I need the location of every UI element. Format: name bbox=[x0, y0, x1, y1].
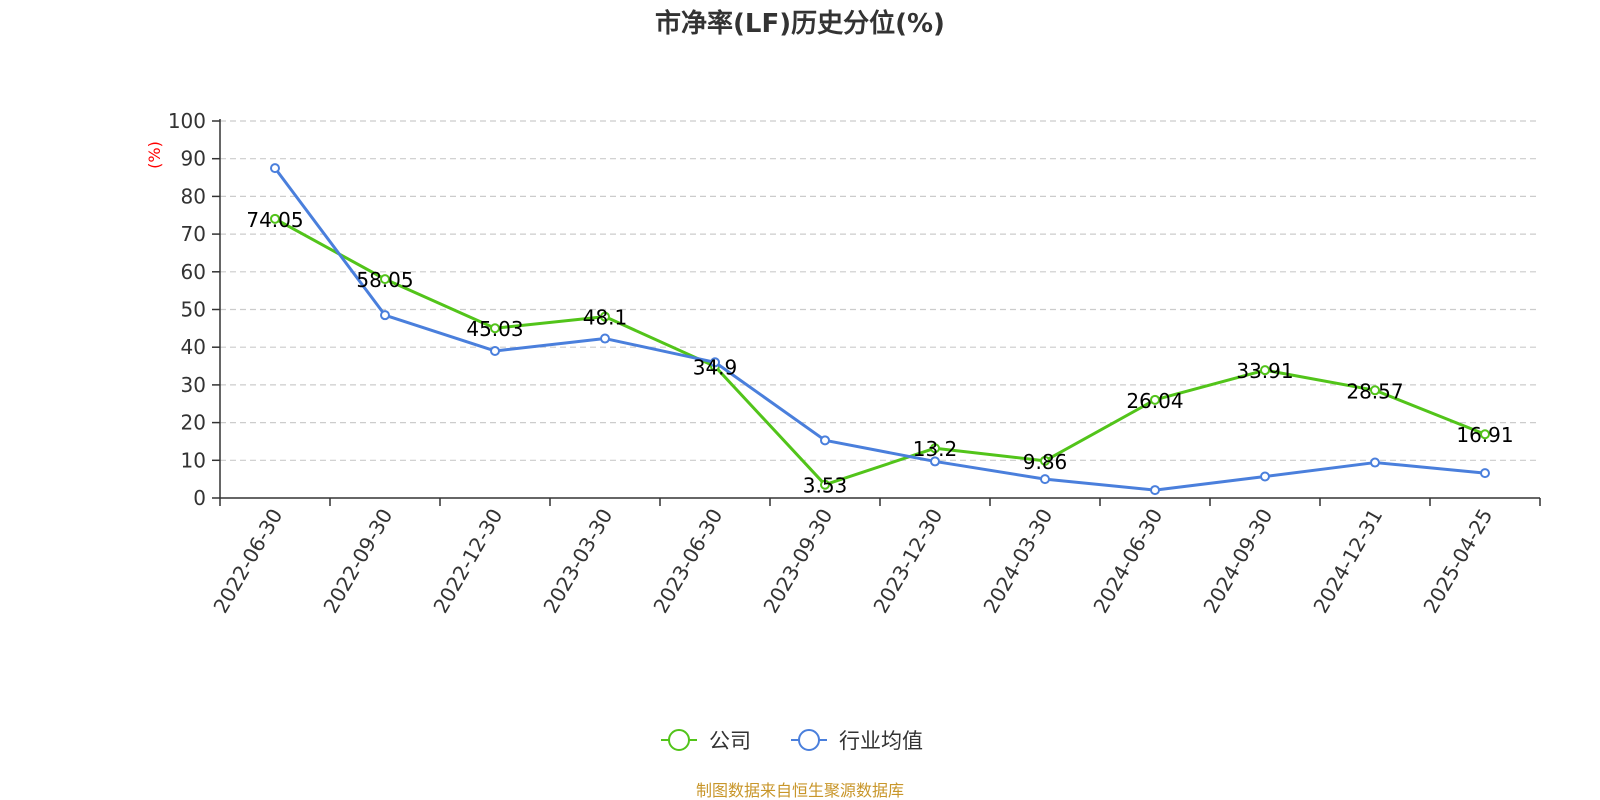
legend-marker-icon bbox=[668, 729, 690, 751]
legend-marker-icon bbox=[798, 729, 820, 751]
series-1-point bbox=[1480, 468, 1490, 479]
series-0-point bbox=[930, 443, 940, 454]
data-label: 16.91 bbox=[1456, 423, 1513, 447]
data-label: 9.86 bbox=[1023, 450, 1068, 474]
series-0-point bbox=[1260, 365, 1270, 376]
series-1-point bbox=[490, 345, 500, 356]
y-tick-label: 70 bbox=[181, 222, 206, 246]
legend: 公司 行业均值 bbox=[661, 729, 923, 753]
legend-item: 公司 bbox=[661, 729, 751, 753]
data-label: 13.2 bbox=[913, 437, 958, 461]
y-tick-label: 50 bbox=[181, 298, 206, 322]
source-note: 制图数据来自恒生聚源数据库 bbox=[696, 781, 904, 800]
y-tick-label: 90 bbox=[181, 147, 206, 171]
x-tick-label: 2024-03-30 bbox=[978, 505, 1057, 618]
series-0-point bbox=[1040, 455, 1050, 466]
y-tick-label: 80 bbox=[181, 184, 206, 208]
x-tick-label: 2023-09-30 bbox=[758, 505, 837, 618]
series-lines bbox=[270, 163, 1490, 496]
series-1-point bbox=[600, 333, 610, 344]
x-tick-label: 2023-06-30 bbox=[648, 505, 727, 618]
y-tick-label: 30 bbox=[181, 373, 206, 397]
x-tick-label: 2022-06-30 bbox=[208, 505, 287, 618]
data-label: 34.9 bbox=[693, 355, 738, 379]
x-tick-label: 2023-12-30 bbox=[868, 505, 947, 618]
x-tick-label: 2023-03-30 bbox=[538, 505, 617, 618]
series-line-0 bbox=[274, 217, 1486, 487]
x-tick-label: 2024-09-30 bbox=[1198, 505, 1277, 618]
series-1-point bbox=[930, 456, 940, 467]
series-1-point bbox=[270, 163, 280, 174]
x-tick-label: 2024-06-30 bbox=[1088, 505, 1167, 618]
data-label: 28.57 bbox=[1346, 379, 1403, 403]
data-label: 48.1 bbox=[583, 306, 628, 330]
y-tick-label: 20 bbox=[181, 411, 206, 435]
y-tick-label: 40 bbox=[181, 335, 206, 359]
data-label: 45.03 bbox=[466, 317, 523, 341]
y-axis-unit-label: (%) bbox=[145, 141, 164, 169]
x-tick-label: 2022-12-30 bbox=[428, 505, 507, 618]
y-tick-label: 100 bbox=[168, 109, 206, 133]
series-line-1 bbox=[273, 167, 1486, 492]
series-1-point bbox=[1150, 485, 1160, 496]
series-1-point bbox=[710, 357, 720, 368]
chart-title: 市净率(LF)历史分位(%) bbox=[655, 8, 945, 39]
data-label: 26.04 bbox=[1126, 389, 1183, 413]
y-tick-label: 60 bbox=[181, 260, 206, 284]
series-0-point bbox=[490, 323, 500, 334]
grid-lines bbox=[220, 120, 1540, 461]
y-tick-label: 0 bbox=[193, 486, 206, 510]
series-1-point bbox=[380, 310, 390, 321]
x-tick-label: 2022-09-30 bbox=[318, 505, 397, 618]
x-tick-label: 2024-12-31 bbox=[1308, 505, 1387, 618]
data-label: 3.53 bbox=[803, 474, 848, 498]
data-label: 74.05 bbox=[246, 208, 303, 232]
legend-item: 行业均值 bbox=[791, 729, 923, 753]
series-0-point bbox=[1370, 385, 1380, 396]
axes: 0 10 20 30 40 50 60 70 80 90 100 2022-06-30 2022-09-… bbox=[168, 109, 1541, 618]
data-label: 58.05 bbox=[356, 268, 413, 292]
y-tick-label: 10 bbox=[181, 448, 206, 472]
series-0-point bbox=[820, 479, 830, 490]
series-1-point bbox=[1260, 471, 1270, 482]
series-0-point bbox=[270, 213, 280, 224]
series-0-point bbox=[1480, 429, 1490, 440]
series-1-point bbox=[820, 435, 830, 446]
data-labels: 74.05 58.05 45.03 48.1 34.9 3.53 13.2 9.86 26.04… bbox=[246, 208, 1513, 498]
series-0-point bbox=[600, 311, 610, 322]
series-1-point bbox=[1370, 457, 1380, 468]
legend-label: 行业均值 bbox=[839, 729, 923, 753]
legend-label: 公司 bbox=[709, 729, 751, 753]
x-tick-label: 2025-04-25 bbox=[1418, 505, 1497, 618]
data-label: 33.91 bbox=[1236, 359, 1293, 383]
series-1-point bbox=[1040, 474, 1050, 485]
series-0-point bbox=[1150, 394, 1160, 405]
series-0-point bbox=[380, 274, 390, 285]
